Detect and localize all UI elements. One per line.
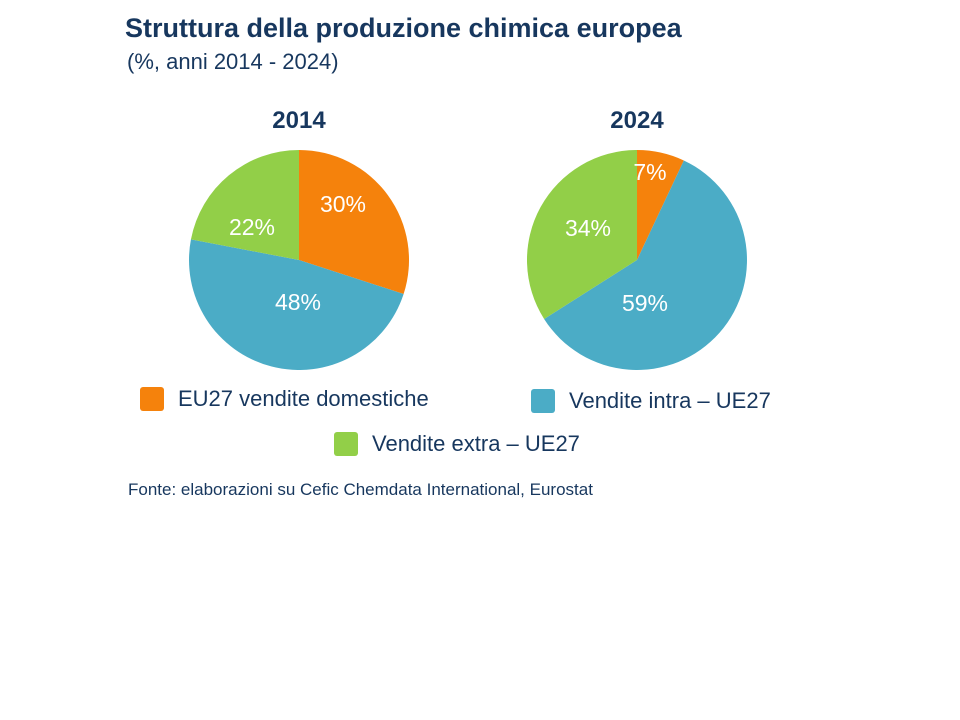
pie-slice-2024-eu27-vendite-domestiche — [637, 150, 684, 260]
pie-chart-2024: 7% 59% 34% — [527, 150, 747, 370]
pie-slice-label-2014-vendite-intra-ue27: 48% — [275, 289, 321, 315]
legend-item-vendite-intra-ue27: Vendite intra – UE27 — [531, 388, 771, 414]
pie-slice-2014-eu27-vendite-domestiche — [299, 150, 409, 294]
pie-slice-label-2014-eu27-vendite-domestiche: 30% — [320, 191, 366, 217]
pie-slice-label-2014-vendite-extra-ue27: 22% — [229, 214, 275, 240]
pie-slice-label-2024-eu27-vendite-domestiche: 7% — [633, 159, 666, 185]
legend-label-vendite-intra-ue27: Vendite intra – UE27 — [569, 388, 771, 413]
pie-slice-label-2024-vendite-intra-ue27: 59% — [622, 290, 668, 316]
pie-slice-2024-vendite-extra-ue27 — [527, 150, 637, 319]
legend-swatch-green-icon — [334, 432, 358, 456]
legend-swatch-orange-icon — [140, 387, 164, 411]
pie-chart-2014: 30% 48% 22% — [189, 150, 409, 370]
pie-2014-title: 2014 — [272, 107, 326, 134]
pie-slice-2014-vendite-extra-ue27 — [190, 150, 299, 260]
pie-slice-2014-vendite-intra-ue27 — [189, 239, 404, 370]
source-note: Fonte: elaborazioni su Cefic Chemdata In… — [128, 480, 593, 499]
legend-item-vendite-extra-ue27: Vendite extra – UE27 — [334, 431, 580, 457]
legend-label-eu27-vendite-domestiche: EU27 vendite domestiche — [178, 386, 429, 411]
legend-item-eu27-vendite-domestiche: EU27 vendite domestiche — [140, 386, 429, 412]
pie-slice-2024-vendite-intra-ue27 — [544, 160, 747, 370]
legend-label-vendite-extra-ue27: Vendite extra – UE27 — [372, 431, 580, 456]
page-subtitle: (%, anni 2014 - 2024) — [127, 49, 339, 74]
page-title: Struttura della produzione chimica europ… — [125, 13, 682, 43]
pie-2024-title: 2024 — [610, 107, 664, 134]
pie-slice-label-2024-vendite-extra-ue27: 34% — [565, 215, 611, 241]
legend-swatch-blue-icon — [531, 389, 555, 413]
